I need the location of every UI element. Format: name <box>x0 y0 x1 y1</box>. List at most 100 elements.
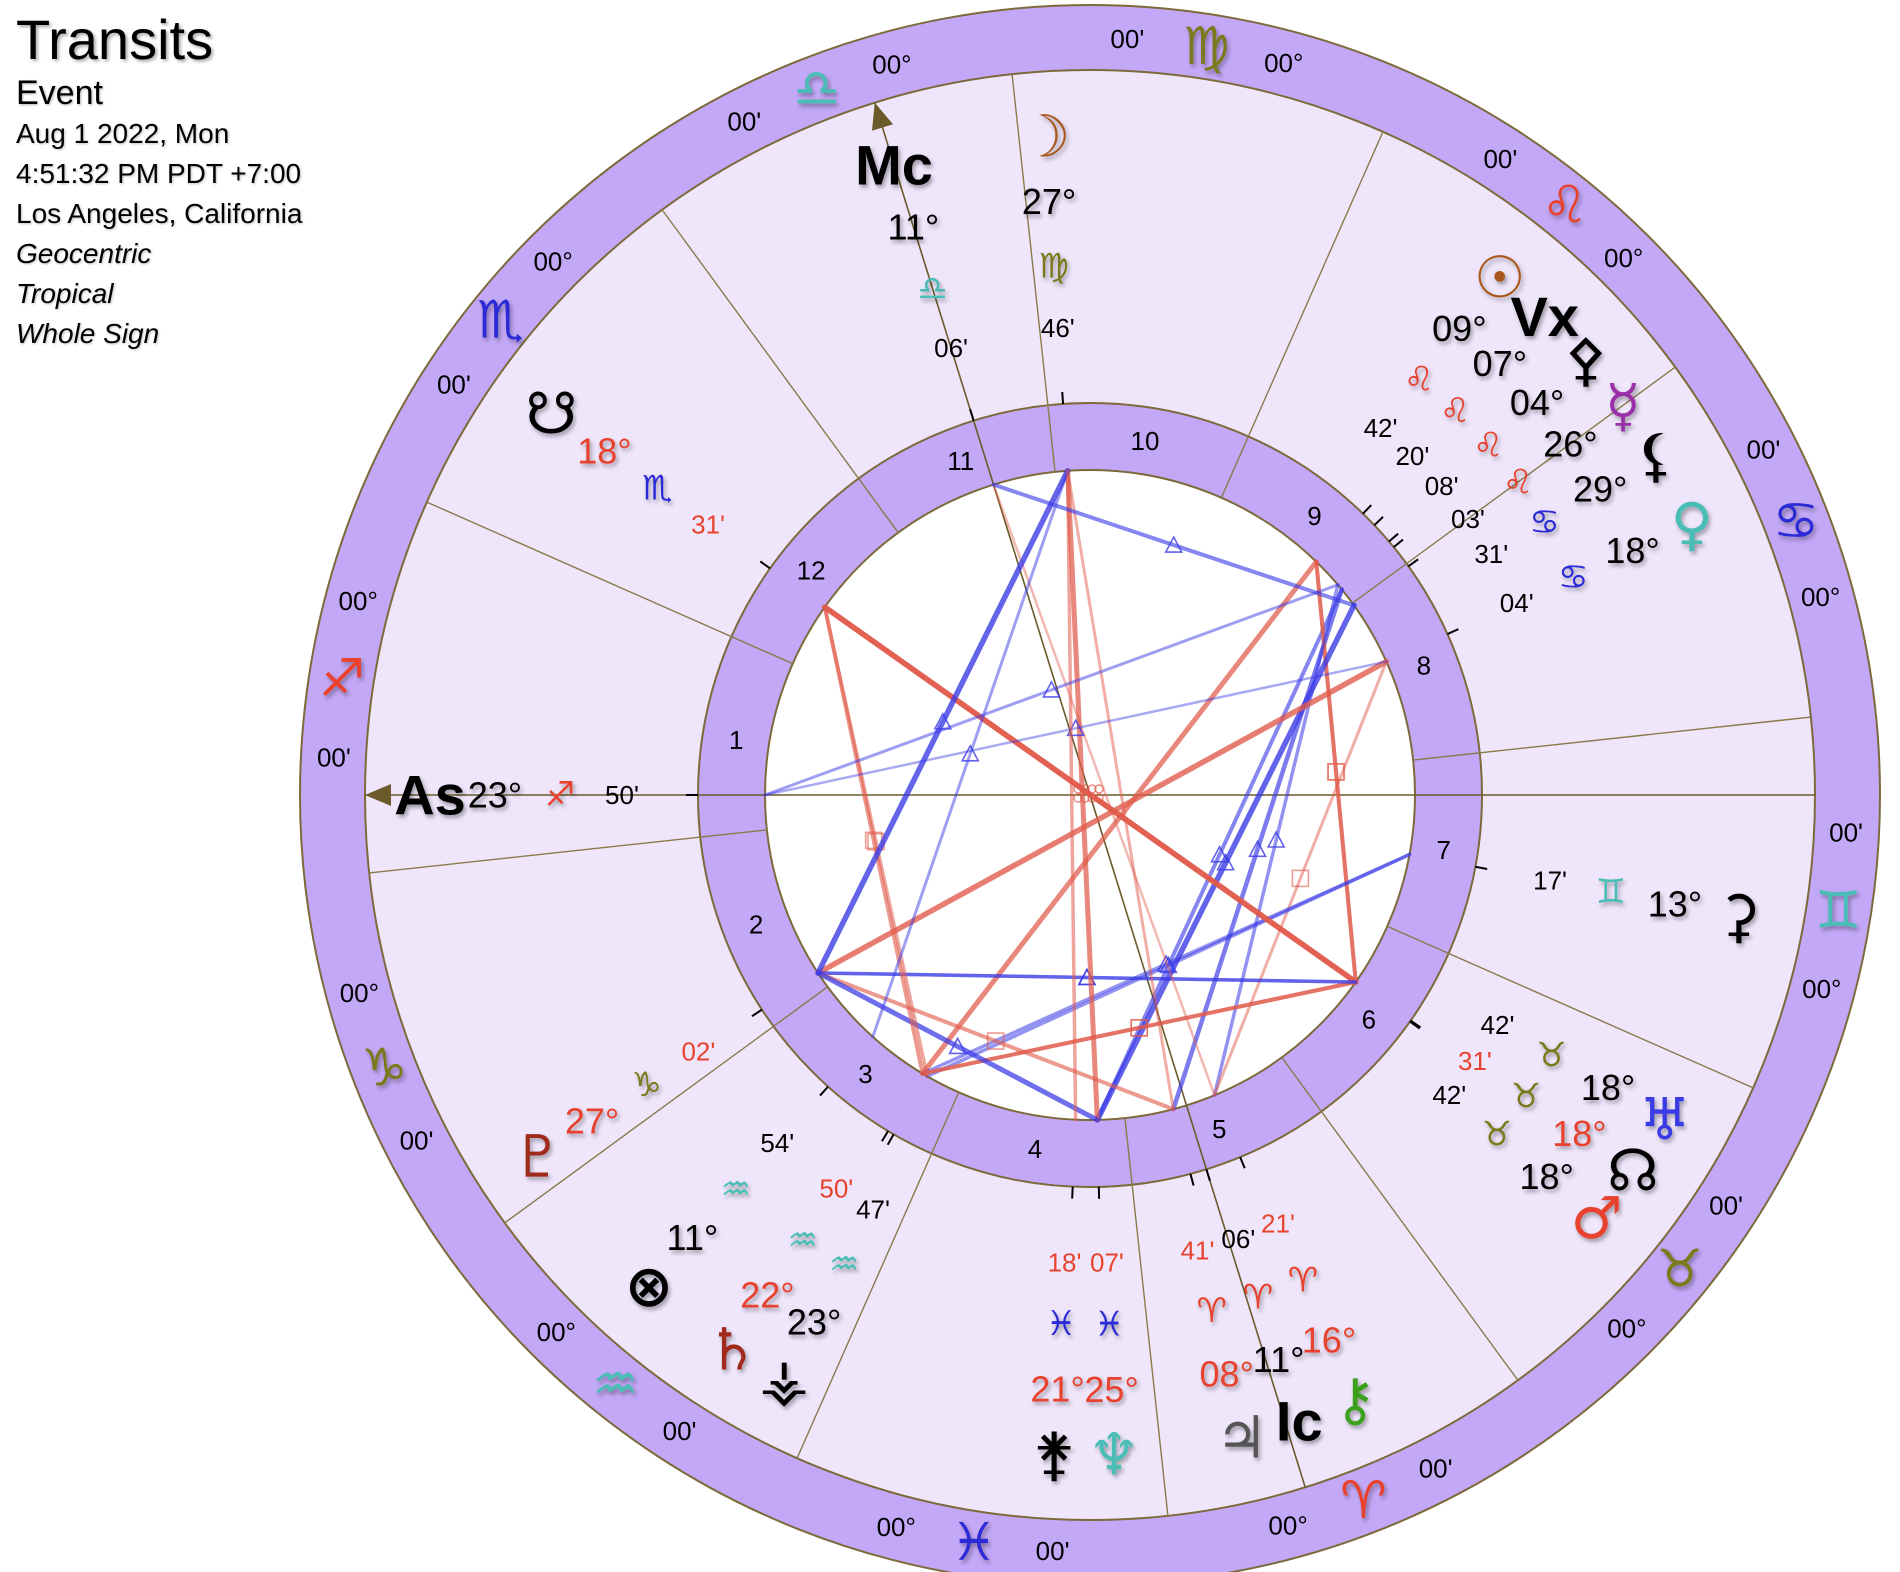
aspect-line-trine <box>763 660 1388 797</box>
sign-degree-label: 00° <box>1607 1314 1646 1344</box>
house-number: 10 <box>1130 426 1159 456</box>
venus-icon: ♀ <box>1671 490 1713 558</box>
aspect-line-trine <box>1171 587 1345 1112</box>
position-tick <box>1407 558 1419 568</box>
planet-selena: ⚶23° ♒ 47' <box>759 1133 895 1414</box>
house-cusp-line <box>369 829 767 874</box>
planet-minute: 31' <box>1458 1046 1492 1076</box>
pisces-sign-icon: ♓ <box>950 1513 997 1572</box>
house-cusp-line <box>1413 716 1811 761</box>
planet-sign-icon: ♈ <box>1243 1278 1273 1318</box>
house-number: 7 <box>1437 835 1451 865</box>
vertex-icon: Vx <box>1510 285 1579 348</box>
house-cusp-line <box>426 501 793 665</box>
planet-degree: 18° <box>1520 1156 1574 1197</box>
trine-marker <box>1248 839 1267 858</box>
jupiter-icon: ♃ <box>1216 1403 1268 1471</box>
planet-degree: 11° <box>887 206 939 247</box>
sign-minute-label: 00' <box>437 370 471 400</box>
sign-degree-label: 00° <box>340 978 379 1008</box>
planet-sign-icon: ♒ <box>721 1169 751 1209</box>
planet-sign-icon: ♉ <box>1536 1036 1566 1076</box>
aspect-line-trine <box>1095 587 1344 1122</box>
position-tick <box>1475 865 1488 870</box>
zodiac-sign-leo: ♌ 00° 00' <box>1483 144 1643 273</box>
opposition-marker <box>1094 793 1104 803</box>
south-node-icon: ☋ <box>526 380 578 448</box>
trine-marker <box>1164 535 1184 553</box>
trine-marker <box>1042 680 1061 698</box>
uranus-icon: ♅ <box>1639 1086 1691 1154</box>
planet-chiron: ⚷ 16° ♈ 21' <box>1239 1156 1376 1433</box>
planet-sign-icon: ♍ <box>1038 246 1068 286</box>
chart-subtitle: Event <box>16 74 103 112</box>
planet-minute: 47' <box>856 1195 890 1225</box>
position-tick <box>969 408 975 421</box>
ascendant-icon: As <box>394 764 466 827</box>
planet-minute: 42' <box>1481 1010 1515 1040</box>
sign-minute-label: 00' <box>1110 24 1144 54</box>
aspect-line-square <box>1314 559 1358 985</box>
position-tick <box>1189 1173 1195 1186</box>
aspect-line-trine <box>815 468 1071 976</box>
planet-degree: 23° <box>468 775 522 816</box>
planet-minute: 08' <box>1425 471 1459 501</box>
libra-sign-icon: ♎ <box>793 59 840 119</box>
planet-minute: 41' <box>1181 1235 1215 1265</box>
opposition-marker <box>1087 784 1097 794</box>
zodiac-type: Tropical <box>16 278 114 309</box>
planet-sign-icon: ♉ <box>1482 1115 1512 1155</box>
planet-minute: 50' <box>819 1173 853 1203</box>
north-node-icon: ☊ <box>1607 1136 1659 1204</box>
planet-sign-icon: ♏ <box>642 469 672 509</box>
ceres-icon: ⚳ <box>1718 882 1760 950</box>
aspect-line-trine <box>763 583 1340 797</box>
house-cusp-line <box>1351 366 1676 604</box>
zodiac-sign-scorpio: ♏ 00° 00' <box>437 246 573 399</box>
trine-marker <box>1210 845 1229 863</box>
sign-minute-label: 00' <box>1483 144 1517 174</box>
aspect-line-square <box>920 980 1358 1076</box>
trine-marker <box>933 712 953 730</box>
opposition-marker <box>1080 784 1090 794</box>
capricorn-sign-icon: ♑ <box>361 1038 408 1098</box>
aspect-line-trine <box>925 852 1412 1079</box>
sign-minute-label: 00' <box>400 1126 434 1156</box>
planet-minute: 02' <box>681 1036 715 1066</box>
position-tick <box>1205 1169 1211 1182</box>
leo-sign-icon: ♌ <box>1541 175 1588 235</box>
house-number: 11 <box>947 446 974 476</box>
sign-minute-label: 00' <box>663 1416 697 1446</box>
hygiea-icon: ⚴ <box>1565 325 1607 393</box>
planet-uranus: ♅18°♉42' <box>1410 1010 1691 1154</box>
cancer-sign-icon: ♋ <box>1773 492 1820 552</box>
planet-minute: 42' <box>1432 1080 1466 1110</box>
planet-sign-icon: ♋ <box>1529 502 1559 542</box>
position-tick <box>1239 1156 1246 1169</box>
square-marker <box>1327 763 1345 781</box>
planet-degree: 09° <box>1432 308 1486 349</box>
opposition-marker <box>1073 793 1083 803</box>
trine-marker <box>1159 955 1178 974</box>
aspect-line-square <box>816 970 1176 1112</box>
planet-ascendant: As 23° ♐ 50' <box>394 764 698 827</box>
planet-sign-icon: ♒ <box>787 1220 817 1260</box>
event-date: Aug 1 2022, Mon <box>16 118 230 149</box>
midheaven-arrow <box>871 102 893 131</box>
planet-sign-icon: ♌ <box>1404 360 1434 400</box>
aspect-line-opposition <box>815 658 1390 976</box>
house-cusp-line <box>504 986 829 1224</box>
planet-minute: 46' <box>1041 313 1075 343</box>
part-of-fortune-icon: ⊗ <box>625 1252 674 1320</box>
zodiac-sign-aquarius: ♒ 00° 00' <box>537 1317 697 1446</box>
planet-degree: 25° <box>1084 1369 1138 1410</box>
aspect-line-sextile <box>815 970 1100 1123</box>
planet-north-node: ☊18°♉31' <box>1409 1020 1659 1204</box>
zodiac-sign-gemini: ♊ 00° 00' <box>1802 817 1863 1003</box>
position-tick <box>1393 538 1404 548</box>
planet-degree: 27° <box>1022 181 1076 222</box>
zodiac-sign-taurus: ♉ 00° 00' <box>1607 1190 1743 1343</box>
saturn-icon: ♄ <box>706 1316 758 1384</box>
house-number: 3 <box>858 1059 872 1089</box>
